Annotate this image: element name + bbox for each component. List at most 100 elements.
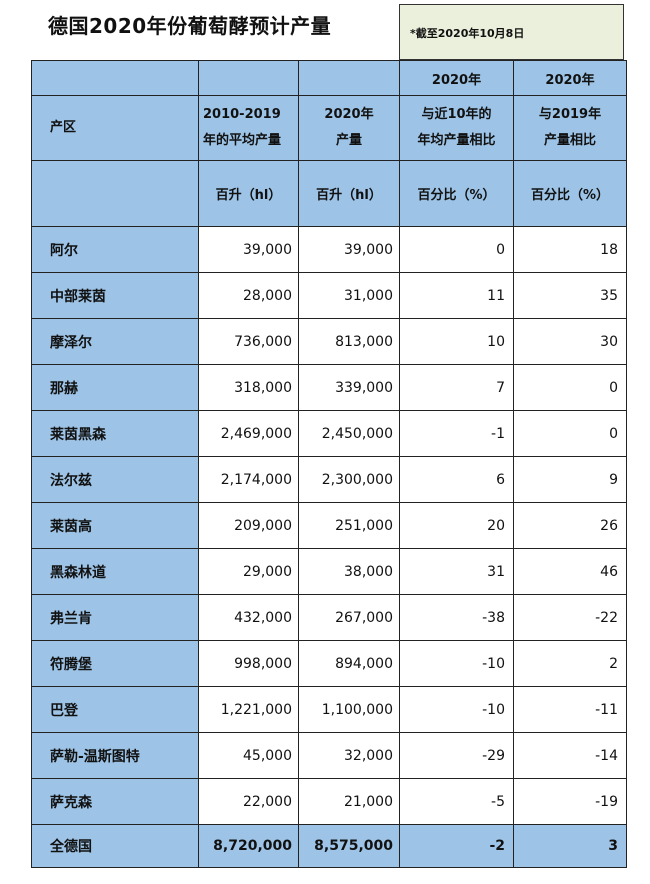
table-row: 莱茵高 209,000 251,000 20 26 bbox=[31, 502, 627, 549]
value-cell: 39,000 bbox=[198, 226, 299, 273]
table-row: 那赫 318,000 339,000 7 0 bbox=[31, 364, 627, 411]
table-row: 巴登 1,221,000 1,100,000 -10 -11 bbox=[31, 686, 627, 733]
table-row: 莱茵黑森 2,469,000 2,450,000 -1 0 bbox=[31, 410, 627, 457]
value-cell: 38,000 bbox=[298, 548, 400, 595]
value-cell: -10 bbox=[399, 686, 514, 733]
header-cell: 2020年 bbox=[399, 60, 514, 96]
value-cell: 2,174,000 bbox=[198, 456, 299, 503]
value-cell: 2 bbox=[513, 640, 627, 687]
value-cell: 22,000 bbox=[198, 778, 299, 825]
table-row: 法尔兹 2,174,000 2,300,000 6 9 bbox=[31, 456, 627, 503]
value-cell: 209,000 bbox=[198, 502, 299, 549]
header-line: 产量相比 bbox=[543, 133, 596, 148]
header-line: 与近10年的 bbox=[421, 107, 492, 122]
value-cell: 11 bbox=[399, 272, 514, 319]
value-cell: 30 bbox=[513, 318, 627, 365]
value-cell: -5 bbox=[399, 778, 514, 825]
value-cell: 2,469,000 bbox=[198, 410, 299, 457]
value-cell: -10 bbox=[399, 640, 514, 687]
region-cell: 那赫 bbox=[31, 364, 199, 411]
header-line: 产区 bbox=[50, 120, 77, 135]
value-cell: -22 bbox=[513, 594, 627, 641]
value-cell: 736,000 bbox=[198, 318, 299, 365]
table-row: 黑森林道 29,000 38,000 31 46 bbox=[31, 548, 627, 595]
unit-cell bbox=[31, 160, 199, 227]
value-cell: 9 bbox=[513, 456, 627, 503]
header-row-labels: 产区 2010-2019 年的平均产量 2020年 产量 与近10年的 年均产量相比 与201… bbox=[31, 95, 627, 161]
value-cell: -11 bbox=[513, 686, 627, 733]
value-cell: 35 bbox=[513, 272, 627, 319]
value-cell: -29 bbox=[399, 732, 514, 779]
region-cell: 萨勒-温斯图特 bbox=[31, 732, 199, 779]
region-cell: 巴登 bbox=[31, 686, 199, 733]
table-row: 摩泽尔 736,000 813,000 10 30 bbox=[31, 318, 627, 365]
value-cell: 998,000 bbox=[198, 640, 299, 687]
region-cell: 莱茵高 bbox=[31, 502, 199, 549]
header-line: 年均产量相比 bbox=[417, 133, 496, 148]
region-cell: 法尔兹 bbox=[31, 456, 199, 503]
value-cell: 432,000 bbox=[198, 594, 299, 641]
header-line: 产量 bbox=[335, 133, 362, 148]
value-cell: 26 bbox=[513, 502, 627, 549]
value-cell: 318,000 bbox=[198, 364, 299, 411]
header-cell bbox=[198, 60, 299, 96]
header-cell: 2020年 bbox=[513, 60, 627, 96]
total-label-cell: 全德国 bbox=[31, 824, 199, 868]
region-cell: 中部莱茵 bbox=[31, 272, 199, 319]
region-cell: 阿尔 bbox=[31, 226, 199, 273]
header-line: 2010-2019 bbox=[203, 107, 281, 122]
region-cell: 黑森林道 bbox=[31, 548, 199, 595]
value-cell: 29,000 bbox=[198, 548, 299, 595]
table-row: 符腾堡 998,000 894,000 -10 2 bbox=[31, 640, 627, 687]
total-value-cell: -2 bbox=[399, 824, 514, 868]
unit-cell: 百分比（%） bbox=[513, 160, 627, 227]
value-cell: 0 bbox=[513, 364, 627, 411]
header-cell: 与2019年 产量相比 bbox=[513, 95, 627, 161]
header-cell bbox=[31, 60, 199, 96]
value-cell: 7 bbox=[399, 364, 514, 411]
header-cell: 2020年产量 bbox=[298, 95, 400, 161]
value-cell: 339,000 bbox=[298, 364, 400, 411]
value-cell: 39,000 bbox=[298, 226, 400, 273]
value-cell: 0 bbox=[399, 226, 514, 273]
table-row: 萨克森 22,000 21,000 -5 -19 bbox=[31, 778, 627, 825]
value-cell: 813,000 bbox=[298, 318, 400, 365]
value-cell: 6 bbox=[399, 456, 514, 503]
header-line: 2020年 bbox=[324, 107, 374, 122]
table-row: 弗兰肯 432,000 267,000 -38 -22 bbox=[31, 594, 627, 641]
value-cell: 251,000 bbox=[298, 502, 400, 549]
value-cell: -19 bbox=[513, 778, 627, 825]
value-cell: 20 bbox=[399, 502, 514, 549]
value-cell: -38 bbox=[399, 594, 514, 641]
value-cell: 1,221,000 bbox=[198, 686, 299, 733]
value-cell: 32,000 bbox=[298, 732, 400, 779]
value-cell: 2,300,000 bbox=[298, 456, 400, 503]
region-cell: 摩泽尔 bbox=[31, 318, 199, 365]
value-cell: 31 bbox=[399, 548, 514, 595]
value-cell: -1 bbox=[399, 410, 514, 457]
table-row: 阿尔 39,000 39,000 0 18 bbox=[31, 226, 627, 273]
region-cell: 莱茵黑森 bbox=[31, 410, 199, 457]
value-cell: -14 bbox=[513, 732, 627, 779]
page-title: 德国2020年份葡萄酵预计产量 bbox=[48, 14, 332, 38]
header-line: 年的平均产量 bbox=[203, 133, 282, 148]
total-value-cell: 3 bbox=[513, 824, 627, 868]
value-cell: 45,000 bbox=[198, 732, 299, 779]
unit-cell: 百分比（%） bbox=[399, 160, 514, 227]
value-cell: 21,000 bbox=[298, 778, 400, 825]
value-cell: 1,100,000 bbox=[298, 686, 400, 733]
value-cell: 2,450,000 bbox=[298, 410, 400, 457]
total-row: 全德国 8,720,000 8,575,000 -2 3 bbox=[31, 824, 627, 868]
header-row-units: 百升（hl） 百升（hl） 百分比（%） 百分比（%） bbox=[31, 160, 627, 227]
value-cell: 28,000 bbox=[198, 272, 299, 319]
total-value-cell: 8,720,000 bbox=[198, 824, 299, 868]
value-cell: 267,000 bbox=[298, 594, 400, 641]
header-cell bbox=[298, 60, 400, 96]
date-note: *截至2020年10月8日 bbox=[399, 4, 624, 60]
value-cell: 46 bbox=[513, 548, 627, 595]
header-cell: 与近10年的 年均产量相比 bbox=[399, 95, 514, 161]
total-value-cell: 8,575,000 bbox=[298, 824, 400, 868]
value-cell: 0 bbox=[513, 410, 627, 457]
unit-cell: 百升（hl） bbox=[298, 160, 400, 227]
header-cell: 产区 bbox=[31, 95, 199, 161]
